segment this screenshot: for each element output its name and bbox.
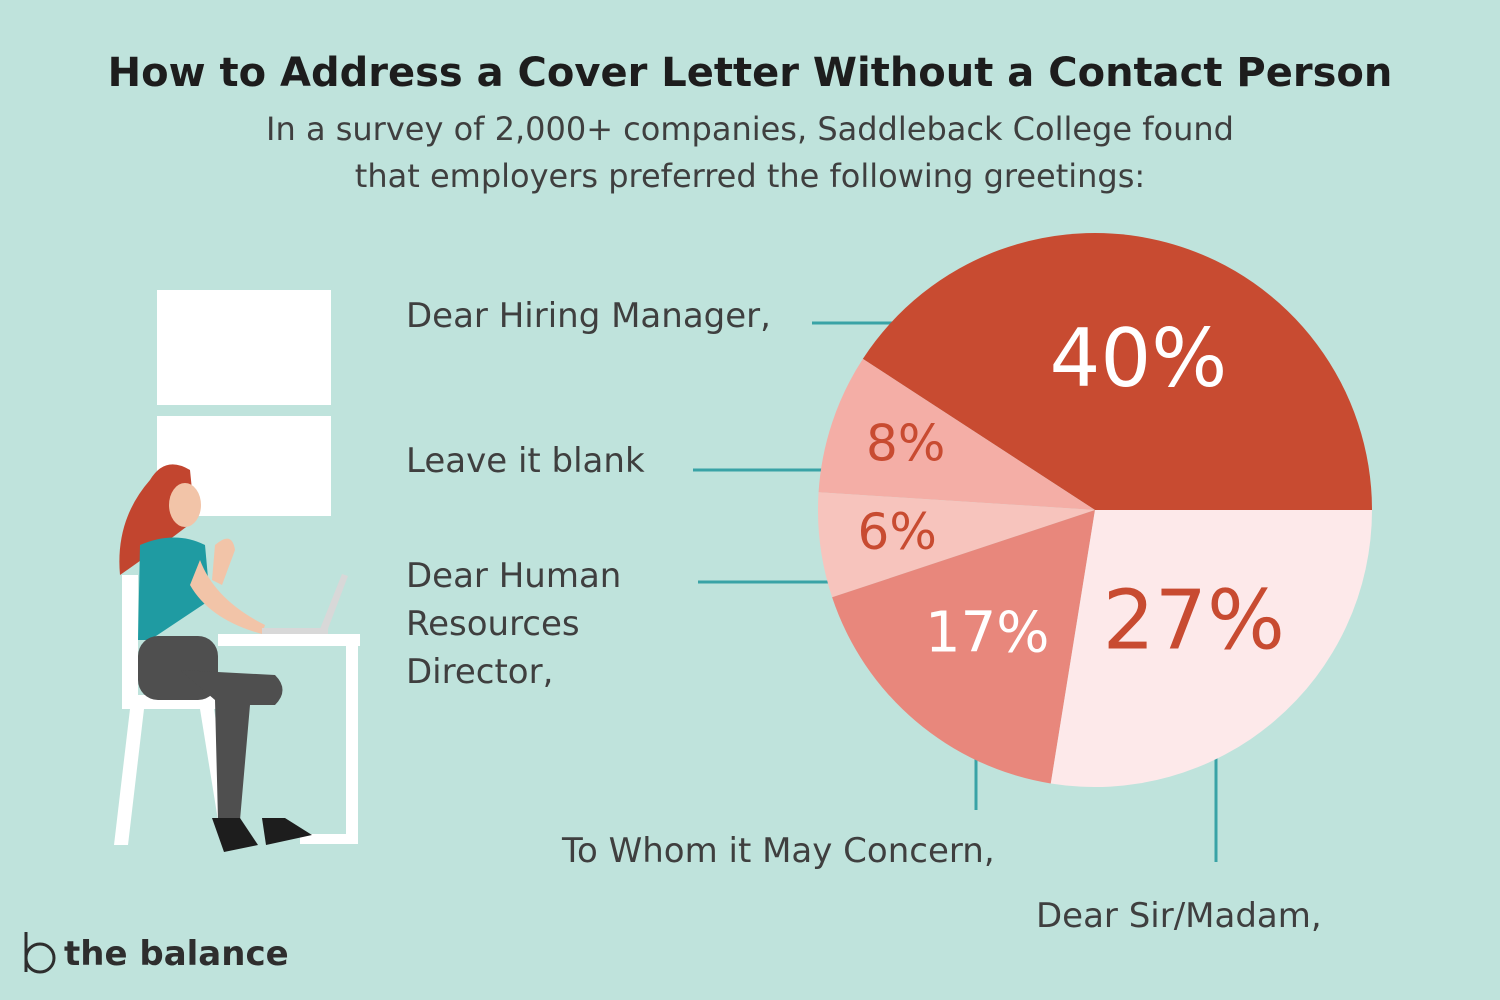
value-label: 6% xyxy=(858,503,937,561)
category-label: Dear Human Resources Director, xyxy=(406,556,622,692)
value-label: 8% xyxy=(866,415,945,473)
category-label: To Whom it May Concern, xyxy=(562,831,995,871)
category-label: Leave it blank xyxy=(406,441,645,481)
pie-slice xyxy=(832,510,1095,784)
logo-mark xyxy=(24,932,56,974)
illustration xyxy=(114,290,360,852)
subtitle: In a survey of 2,000+ companies, Saddleb… xyxy=(266,110,1234,195)
category-label: Dear Sir/Madam, xyxy=(1036,896,1322,936)
category-label: Dear Hiring Manager, xyxy=(406,296,771,336)
title: How to Address a Cover Letter Without a … xyxy=(107,50,1393,96)
pie-slice xyxy=(862,232,1372,510)
value-label: 40% xyxy=(1049,312,1227,405)
value-label: 27% xyxy=(1103,573,1285,668)
value-label: 17% xyxy=(925,601,1049,666)
pie-slice xyxy=(818,492,1095,598)
pie-slice xyxy=(1050,510,1372,788)
brand: the balance xyxy=(64,934,289,974)
pie-slice xyxy=(818,358,1095,510)
